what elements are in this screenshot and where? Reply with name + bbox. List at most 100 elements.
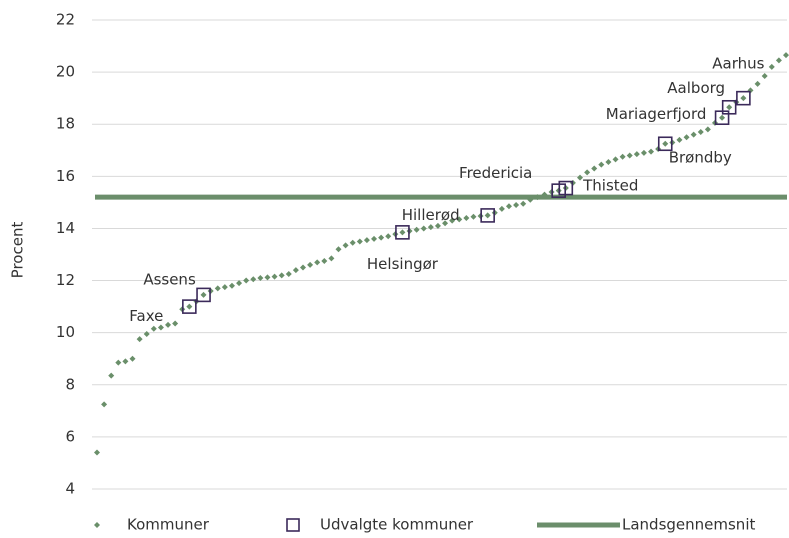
point	[584, 169, 591, 176]
point	[299, 264, 306, 271]
point	[371, 235, 378, 242]
y-tick-label: 10	[56, 323, 75, 341]
point	[754, 80, 761, 87]
point	[94, 449, 100, 456]
point	[648, 148, 655, 155]
selected-point	[182, 299, 197, 314]
point	[484, 212, 491, 219]
point	[236, 280, 243, 287]
point	[356, 238, 363, 245]
point	[612, 156, 619, 163]
point	[321, 258, 328, 265]
point-label: Mariagerfjord	[606, 105, 707, 123]
point	[228, 282, 235, 289]
point	[740, 95, 747, 102]
point-label: Aalborg	[667, 79, 725, 97]
point	[726, 104, 733, 111]
point	[221, 284, 228, 291]
point	[513, 201, 520, 208]
point	[257, 274, 264, 281]
point	[704, 126, 711, 133]
point	[768, 63, 775, 70]
point	[243, 277, 250, 284]
point	[363, 237, 370, 244]
point-label: Helsingør	[367, 255, 439, 273]
point	[783, 52, 789, 59]
point	[378, 234, 385, 241]
point-label: Thisted	[582, 177, 638, 195]
y-tick-label: 6	[65, 427, 75, 445]
point	[264, 274, 271, 281]
point	[683, 134, 690, 141]
point-label: Brøndby	[669, 148, 732, 166]
y-tick-label: 20	[56, 63, 75, 81]
point	[129, 355, 136, 362]
point	[633, 151, 640, 158]
selected-point	[558, 180, 574, 196]
point	[250, 276, 257, 283]
point	[640, 149, 647, 156]
point	[541, 191, 548, 198]
point	[278, 272, 285, 279]
point	[115, 359, 122, 366]
point-label: Faxe	[129, 307, 163, 325]
legend-label: Kommuner	[127, 516, 210, 534]
point	[456, 216, 463, 223]
point	[591, 165, 598, 172]
point	[690, 131, 697, 138]
point	[577, 174, 584, 181]
point	[200, 291, 207, 298]
point	[186, 303, 193, 310]
point	[761, 73, 768, 80]
point	[335, 246, 342, 253]
point	[342, 242, 349, 249]
point	[271, 273, 278, 280]
point	[442, 220, 449, 227]
point	[527, 196, 534, 203]
point	[413, 226, 420, 233]
y-tick-label: 18	[56, 115, 75, 133]
point	[214, 285, 221, 292]
point	[775, 57, 782, 64]
point-label: Hillerød	[402, 206, 460, 224]
point	[172, 320, 179, 327]
y-tick-label: 16	[56, 167, 75, 185]
point	[605, 159, 612, 166]
point	[108, 372, 115, 379]
legend-marker	[94, 522, 100, 528]
point	[505, 203, 512, 210]
point	[534, 194, 541, 201]
point	[676, 136, 683, 143]
point	[399, 229, 406, 236]
point	[143, 330, 150, 337]
point	[520, 200, 527, 207]
point	[385, 233, 392, 240]
point	[349, 239, 356, 246]
point	[285, 271, 292, 278]
selected-point	[395, 225, 410, 240]
point	[420, 225, 427, 232]
point	[150, 325, 157, 332]
point	[136, 336, 143, 343]
point-label: Aarhus	[712, 55, 764, 73]
selected-point	[480, 208, 495, 223]
point	[434, 222, 441, 229]
point	[619, 153, 626, 160]
legend-marker	[286, 518, 300, 532]
y-tick-label: 8	[65, 375, 75, 393]
point	[719, 114, 726, 121]
y-tick-label: 4	[65, 480, 75, 498]
point-label: Fredericia	[459, 164, 532, 182]
selected-point	[736, 90, 751, 106]
point	[427, 224, 434, 231]
point	[598, 161, 605, 168]
point	[122, 358, 129, 365]
y-axis-title: Procent	[9, 222, 27, 279]
point	[463, 215, 470, 222]
selected-point	[657, 136, 673, 152]
point-label: Assens	[143, 270, 196, 288]
selected-point	[196, 287, 211, 303]
point	[292, 267, 299, 274]
y-tick-label: 14	[56, 219, 75, 237]
